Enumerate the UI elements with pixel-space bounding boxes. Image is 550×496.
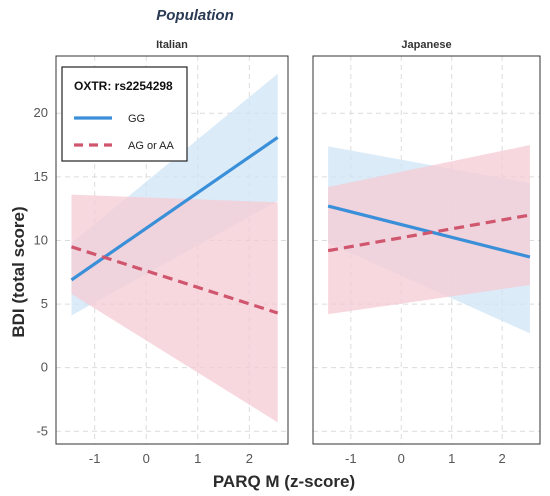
y-tick-label: -5 — [36, 423, 48, 438]
x-tick-label: 2 — [499, 451, 506, 466]
x-tick-label: 1 — [194, 451, 201, 466]
panel-frame — [312, 55, 541, 445]
confidence-band-ag-or-aa — [328, 145, 530, 315]
x-tick-label: 1 — [448, 451, 455, 466]
y-tick-label: 5 — [41, 296, 48, 311]
confidence-band-ag-or-aa — [71, 194, 278, 423]
chart-title: Population — [156, 7, 234, 24]
legend-title: OXTR: rs2254298 — [74, 79, 173, 93]
panel-japanese: Japanese -1 0 1 2 — [312, 39, 541, 466]
panels: Italian -1 0 1 2 -5 0 5 10 15 20 Japanese -1 0 1 2 — [34, 39, 541, 466]
legend-label: AG or AA — [128, 140, 175, 152]
x-tick-label: -1 — [89, 451, 101, 466]
legend: OXTR: rs2254298 GG AG or AA — [61, 66, 188, 162]
legend-label: GG — [128, 113, 145, 125]
y-tick-label: 20 — [34, 105, 48, 120]
x-axis-title: PARQ M (z-score) — [213, 472, 355, 491]
panel-label: Japanese — [401, 39, 451, 51]
series-line-gg — [70, 136, 279, 282]
y-tick-label: 15 — [34, 169, 48, 184]
y-axis-title: BDI (total score) — [9, 206, 28, 337]
y-tick-label: 10 — [34, 232, 48, 247]
series-line-ag-or-aa — [70, 245, 279, 315]
x-tick-label: 0 — [143, 451, 150, 466]
series-line-ag-or-aa — [327, 213, 531, 253]
panel-italian: Italian -1 0 1 2 -5 0 5 10 15 20 — [34, 39, 289, 466]
x-tick-label: -1 — [345, 451, 357, 466]
x-tick-label: 2 — [246, 451, 253, 466]
panel-label: Italian — [156, 39, 188, 51]
x-tick-label: 0 — [398, 451, 405, 466]
panel-frame — [55, 55, 289, 445]
y-tick-label: 0 — [41, 360, 48, 375]
